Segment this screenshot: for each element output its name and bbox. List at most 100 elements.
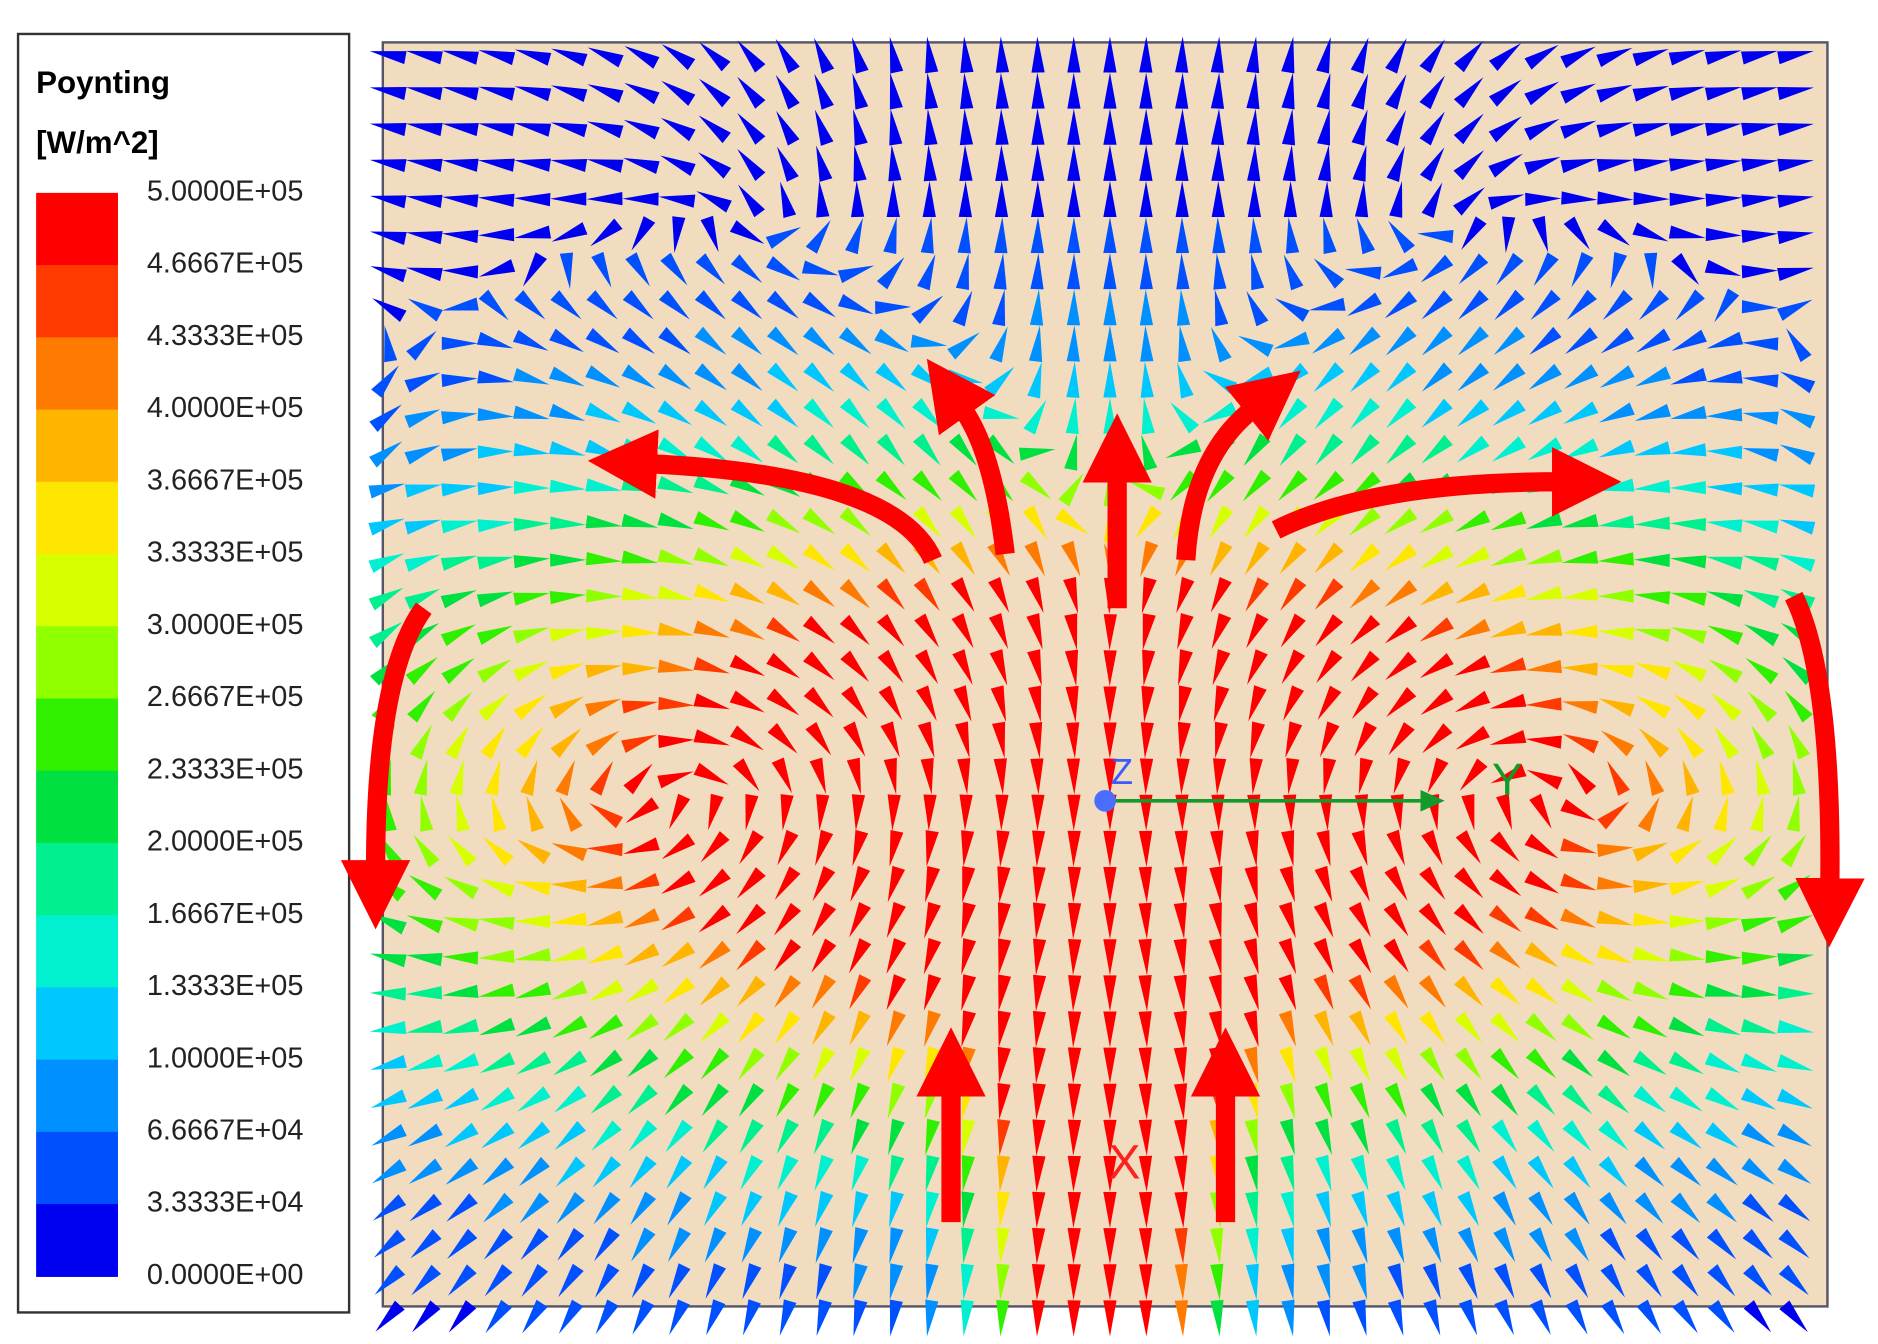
field-arrow xyxy=(1173,1046,1187,1084)
field-arrow xyxy=(1454,975,1484,1007)
field-arrow xyxy=(1600,327,1635,354)
field-arrow xyxy=(1676,726,1705,759)
field-arrow xyxy=(730,326,763,356)
field-arrow xyxy=(440,555,478,571)
field-arrow xyxy=(886,180,900,217)
field-arrow xyxy=(370,1054,407,1070)
field-arrow xyxy=(775,1082,800,1118)
field-arrow xyxy=(850,865,871,902)
field-arrow xyxy=(1668,225,1706,239)
field-arrow xyxy=(658,290,690,320)
field-arrow xyxy=(1066,253,1081,290)
field-arrow xyxy=(661,80,696,106)
field-arrow xyxy=(693,511,730,531)
field-arrow xyxy=(997,1119,1011,1156)
field-arrow xyxy=(1103,867,1117,904)
field-arrow xyxy=(851,1154,870,1192)
field-arrow xyxy=(668,793,691,830)
field-arrow xyxy=(1138,1047,1152,1084)
field-arrow xyxy=(1280,577,1307,611)
field-arrow xyxy=(405,123,443,137)
field-arrow xyxy=(1103,1011,1117,1048)
field-arrow xyxy=(370,266,407,283)
field-arrow xyxy=(1210,830,1224,867)
field-arrow xyxy=(1385,74,1407,110)
field-arrow xyxy=(841,685,868,720)
field-arrow xyxy=(1175,144,1189,181)
field-arrow xyxy=(477,228,515,242)
field-arrow xyxy=(1135,505,1162,539)
field-arrow xyxy=(1315,1190,1331,1228)
field-arrow xyxy=(1490,1083,1519,1116)
field-arrow xyxy=(813,1082,835,1119)
field-arrow xyxy=(730,399,763,427)
field-arrow xyxy=(739,830,764,865)
field-arrow xyxy=(925,36,939,74)
field-arrow xyxy=(1596,47,1633,68)
field-arrow xyxy=(816,794,830,831)
field-arrow xyxy=(1488,194,1525,210)
field-arrow xyxy=(773,902,802,936)
legend-label: 4.0000E+05 xyxy=(147,392,304,424)
field-arrow xyxy=(1351,109,1368,146)
field-arrow xyxy=(1140,722,1154,759)
field-arrow xyxy=(407,1123,443,1147)
field-arrow xyxy=(1490,620,1527,638)
field-arrow xyxy=(1779,1300,1808,1333)
field-arrow xyxy=(1418,902,1447,936)
field-arrow xyxy=(1384,1046,1408,1082)
field-arrow xyxy=(924,72,939,110)
color-band xyxy=(36,481,118,555)
field-arrow xyxy=(477,556,514,570)
field-arrow xyxy=(778,1190,798,1227)
field-arrow xyxy=(1067,1191,1081,1229)
field-arrow xyxy=(1064,649,1079,687)
field-arrow xyxy=(1141,685,1155,723)
field-arrow xyxy=(1454,618,1491,640)
field-arrow xyxy=(886,938,907,975)
field-arrow xyxy=(811,1010,836,1046)
field-arrow xyxy=(814,109,834,146)
field-arrow xyxy=(693,762,729,785)
field-arrow xyxy=(1139,289,1154,326)
field-arrow xyxy=(1560,83,1597,104)
field-arrow xyxy=(1348,974,1372,1010)
field-arrow xyxy=(1707,1300,1735,1334)
field-arrow xyxy=(1238,335,1274,357)
field-arrow xyxy=(621,587,659,601)
field-arrow xyxy=(704,1227,727,1263)
field-arrow xyxy=(1139,1300,1153,1337)
field-arrow xyxy=(549,696,585,719)
field-arrow xyxy=(476,331,514,349)
field-arrow xyxy=(1743,589,1780,609)
origin xyxy=(1094,789,1116,812)
field-arrow xyxy=(1566,289,1597,320)
field-arrow xyxy=(586,159,624,173)
field-arrow xyxy=(732,758,760,792)
field-arrow xyxy=(549,479,587,493)
field-arrow xyxy=(889,1190,904,1228)
field-arrow xyxy=(1780,834,1807,868)
field-arrow xyxy=(849,902,871,938)
field-arrow xyxy=(693,436,728,462)
field-arrow xyxy=(589,802,624,829)
field-arrow xyxy=(961,902,976,939)
field-arrow xyxy=(1349,543,1381,573)
field-arrow xyxy=(443,1053,480,1073)
field-arrow xyxy=(924,902,941,939)
field-arrow xyxy=(1458,1299,1478,1336)
field-arrow xyxy=(1175,216,1190,254)
field-arrow xyxy=(1138,1011,1152,1048)
field-arrow xyxy=(1524,870,1560,894)
field-arrow xyxy=(550,122,588,138)
field-arrow xyxy=(627,1084,658,1115)
field-arrow xyxy=(766,326,799,356)
field-arrow xyxy=(1032,1227,1046,1265)
field-arrow xyxy=(880,721,900,758)
field-arrow xyxy=(1489,1012,1520,1043)
field-arrow xyxy=(664,1083,694,1116)
field-arrow xyxy=(661,941,696,968)
field-arrow xyxy=(554,1120,587,1150)
field-arrow xyxy=(665,1119,693,1153)
field-arrow xyxy=(1561,587,1599,601)
